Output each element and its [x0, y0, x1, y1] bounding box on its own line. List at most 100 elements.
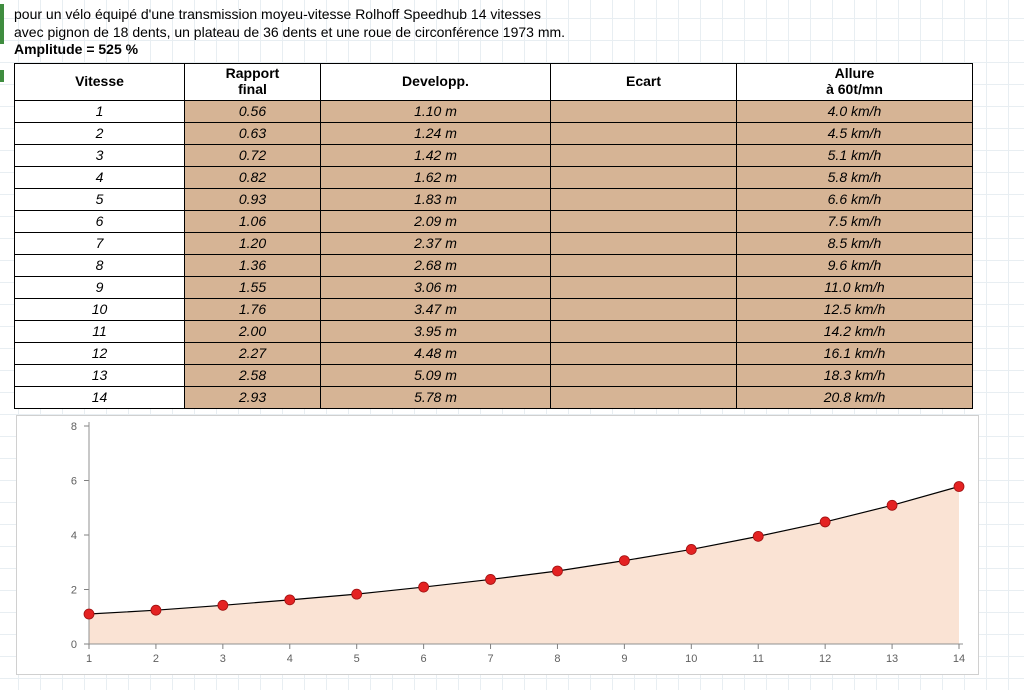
table-cell: 0.72: [185, 144, 321, 166]
table-row: 101.763.47 m12.5 km/h: [15, 298, 973, 320]
svg-text:3: 3: [220, 653, 226, 665]
table-cell: 4: [15, 166, 185, 188]
table-cell: 5.8 km/h: [737, 166, 973, 188]
table-cell: 16.1 km/h: [737, 342, 973, 364]
chart-svg: 024681234567891011121314: [17, 416, 978, 674]
left-accent-bar: [0, 4, 4, 44]
col-header-ecart: Ecart: [551, 63, 737, 100]
table-cell: 5: [15, 188, 185, 210]
table-cell: 4.48 m: [321, 342, 551, 364]
svg-text:6: 6: [421, 653, 427, 665]
col-header-allure: Allureà 60t/mn: [737, 63, 973, 100]
table-cell: 7.5 km/h: [737, 210, 973, 232]
col-header-developp: Developp.: [321, 63, 551, 100]
table-cell: 0.56: [185, 100, 321, 122]
svg-text:1: 1: [86, 653, 92, 665]
table-row: 71.202.37 m 8.5 km/h: [15, 232, 973, 254]
table-cell: [551, 276, 737, 298]
table-row: 61.062.09 m 7.5 km/h: [15, 210, 973, 232]
table-cell: [551, 232, 737, 254]
table-cell: 3: [15, 144, 185, 166]
table-cell: 14.2 km/h: [737, 320, 973, 342]
col-header-rapport: Rapportfinal: [185, 63, 321, 100]
table-cell: 3.47 m: [321, 298, 551, 320]
svg-text:2: 2: [153, 653, 159, 665]
table-row: 81.362.68 m9.6 km/h: [15, 254, 973, 276]
table-row: 10.561.10 m 4.0 km/h: [15, 100, 973, 122]
table-cell: [551, 298, 737, 320]
table-row: 132.585.09 m18.3 km/h: [15, 364, 973, 386]
table-cell: [551, 364, 737, 386]
table-cell: 2.58: [185, 364, 321, 386]
table-cell: 1.36: [185, 254, 321, 276]
svg-text:10: 10: [685, 653, 697, 665]
table-cell: 2.27: [185, 342, 321, 364]
table-row: 40.821.62 m 5.8 km/h: [15, 166, 973, 188]
table-cell: 5.09 m: [321, 364, 551, 386]
table-cell: [551, 386, 737, 408]
table-row: 20.631.24 m4.5 km/h: [15, 122, 973, 144]
svg-text:8: 8: [554, 653, 560, 665]
table-header-row: Vitesse Rapportfinal Developp. Ecart All…: [15, 63, 973, 100]
table-cell: [551, 342, 737, 364]
svg-text:11: 11: [753, 653, 764, 665]
table-cell: 11.0 km/h: [737, 276, 973, 298]
table-cell: [551, 144, 737, 166]
table-cell: 2.00: [185, 320, 321, 342]
amplitude-label: Amplitude = 525 %: [14, 41, 1014, 59]
table-cell: [551, 254, 737, 276]
table-cell: 14: [15, 386, 185, 408]
table-cell: 2: [15, 122, 185, 144]
svg-text:12: 12: [819, 653, 831, 665]
svg-text:7: 7: [487, 653, 493, 665]
table-cell: 1.83 m: [321, 188, 551, 210]
table-cell: [551, 100, 737, 122]
table-cell: [551, 166, 737, 188]
table-cell: [551, 188, 737, 210]
table-cell: 1.55: [185, 276, 321, 298]
table-cell: [551, 210, 737, 232]
table-cell: 7: [15, 232, 185, 254]
table-cell: 13: [15, 364, 185, 386]
table-cell: 3.06 m: [321, 276, 551, 298]
description-block: pour un vélo équipé d'une transmission m…: [14, 6, 1014, 59]
table-cell: 2.37 m: [321, 232, 551, 254]
table-cell: 5.1 km/h: [737, 144, 973, 166]
table-cell: 1.06: [185, 210, 321, 232]
table-cell: [551, 122, 737, 144]
table-cell: 1.42 m: [321, 144, 551, 166]
table-cell: 1.20: [185, 232, 321, 254]
table-cell: 8.5 km/h: [737, 232, 973, 254]
table-cell: 2.93: [185, 386, 321, 408]
svg-text:5: 5: [354, 653, 360, 665]
table-cell: 4.5 km/h: [737, 122, 973, 144]
svg-text:6: 6: [71, 475, 77, 487]
table-cell: 10: [15, 298, 185, 320]
table-cell: 11: [15, 320, 185, 342]
svg-text:13: 13: [886, 653, 898, 665]
table-row: 122.274.48 m 16.1 km/h: [15, 342, 973, 364]
table-cell: 2.09 m: [321, 210, 551, 232]
table-cell: 1.62 m: [321, 166, 551, 188]
col-header-allure-text: Allureà 60t/mn: [826, 65, 883, 96]
svg-text:4: 4: [71, 530, 77, 542]
developpement-chart: 024681234567891011121314: [16, 415, 979, 675]
table-cell: 3.95 m: [321, 320, 551, 342]
svg-text:0: 0: [71, 639, 77, 651]
table-cell: 6.6 km/h: [737, 188, 973, 210]
table-row: 50.931.83 m6.6 km/h: [15, 188, 973, 210]
table-cell: 12.5 km/h: [737, 298, 973, 320]
table-cell: 20.8 km/h: [737, 386, 973, 408]
gear-table: Vitesse Rapportfinal Developp. Ecart All…: [14, 63, 973, 409]
table-row: 30.721.42 m 5.1 km/h: [15, 144, 973, 166]
table-cell: 12: [15, 342, 185, 364]
table-cell: 1.10 m: [321, 100, 551, 122]
table-cell: 1: [15, 100, 185, 122]
table-row: 91.553.06 m11.0 km/h: [15, 276, 973, 298]
svg-text:4: 4: [287, 653, 293, 665]
table-row: 112.003.95 m 14.2 km/h: [15, 320, 973, 342]
desc-line-1: pour un vélo équipé d'une transmission m…: [14, 6, 1014, 24]
table-cell: 0.82: [185, 166, 321, 188]
table-cell: 6: [15, 210, 185, 232]
table-cell: 4.0 km/h: [737, 100, 973, 122]
